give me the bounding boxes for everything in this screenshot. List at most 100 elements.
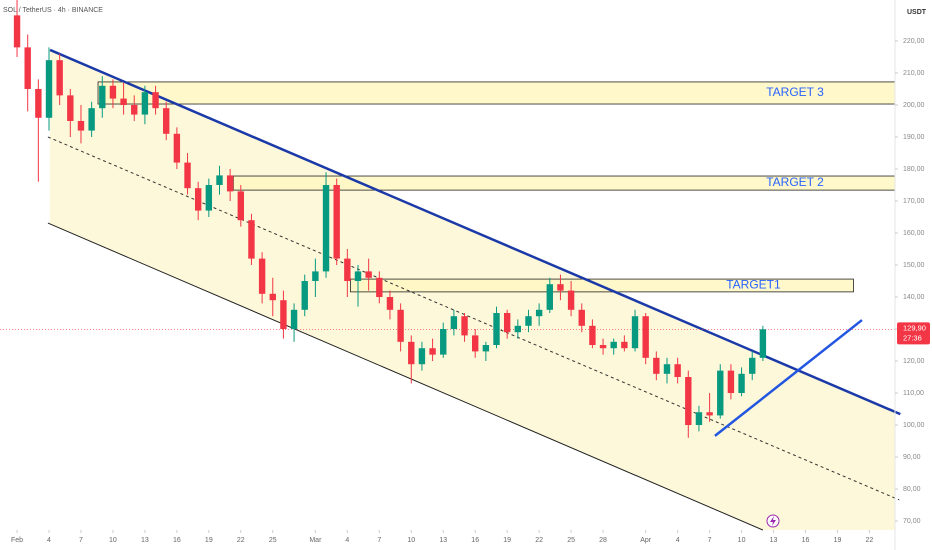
x-tick-label: 16 — [802, 537, 810, 544]
candle-body — [663, 364, 671, 374]
x-tick-label: 16 — [471, 537, 479, 544]
y-tick-label: 80,00 — [903, 486, 921, 493]
y-tick-label: 120,00 — [903, 358, 925, 365]
candle-body — [546, 284, 553, 310]
x-tick-label: 25 — [269, 537, 277, 544]
x-tick-label: Mar — [309, 537, 322, 544]
x-tick-label: 19 — [834, 537, 842, 544]
x-tick-label: 25 — [567, 537, 575, 544]
candle-body — [354, 271, 362, 282]
x-tick-label: 22 — [535, 537, 543, 544]
y-tick-label: 150,00 — [903, 262, 925, 269]
candle-body — [237, 191, 244, 221]
candle-body — [216, 175, 223, 185]
candle-body — [386, 297, 394, 310]
y-tick-label: 110,00 — [903, 390, 924, 397]
alert-icon — [766, 514, 780, 528]
y-tick-label: 170,00 — [903, 198, 925, 205]
last-price-label: 129,90 — [903, 323, 926, 332]
y-tick-label: 210,00 — [903, 70, 925, 77]
candle-body — [226, 175, 234, 192]
candle-body — [131, 104, 138, 115]
candle-body — [695, 412, 703, 426]
axis-unit: USDT — [907, 9, 927, 16]
candle-body — [163, 108, 170, 134]
candle-body — [472, 335, 479, 352]
chart-title: SOL / TetherUS · 4h · BINANCE — [3, 7, 103, 14]
candle-body — [514, 325, 522, 333]
candle-body — [99, 85, 106, 109]
candle-body — [610, 341, 617, 349]
candle-body — [269, 293, 276, 301]
candle-body — [376, 277, 383, 298]
candle-body — [56, 60, 63, 96]
candle-body — [535, 309, 543, 317]
candle-body — [578, 309, 585, 326]
y-tick-label: 220,00 — [903, 38, 925, 45]
x-tick-label: 28 — [599, 537, 607, 544]
candle-body — [312, 271, 319, 282]
candle-body — [759, 329, 767, 358]
candle-body — [344, 258, 351, 282]
x-tick-label: 7 — [708, 537, 712, 544]
trendline — [47, 222, 764, 531]
candle-body — [621, 341, 628, 349]
candle-body — [738, 373, 745, 394]
x-tick-label: 22 — [237, 537, 245, 544]
candle-body — [120, 98, 127, 105]
candle-body — [322, 184, 330, 272]
candle-body — [727, 370, 735, 394]
x-tick-label: 10 — [738, 537, 746, 544]
y-tick-label: 160,00 — [903, 230, 925, 237]
candle-body — [258, 258, 266, 294]
x-tick-label: 7 — [79, 537, 83, 544]
candle-body — [397, 309, 404, 342]
candle-body — [45, 60, 53, 118]
x-tick-label: 10 — [407, 537, 415, 544]
candle-body — [503, 313, 511, 333]
trendline — [49, 48, 901, 416]
candle-body — [674, 364, 681, 378]
x-tick-label: 22 — [866, 537, 874, 544]
candle-body — [717, 370, 724, 416]
candle-body — [642, 316, 649, 358]
candle-body — [482, 345, 490, 352]
x-tick-label: 19 — [205, 537, 213, 544]
candle-body — [461, 316, 468, 336]
last-price-tag — [897, 322, 930, 345]
y-tick-label: 100,00 — [903, 422, 925, 429]
y-tick-label: 200,00 — [903, 102, 925, 109]
x-tick-label: 16 — [173, 537, 181, 544]
candle-body — [706, 412, 713, 416]
y-tick-label: 90,00 — [903, 454, 921, 461]
candle-body — [429, 348, 436, 355]
y-tick-label: 140,00 — [903, 294, 925, 301]
trendline — [714, 319, 863, 437]
candle-body — [525, 316, 532, 326]
candle-body — [205, 184, 213, 211]
candle-body — [77, 120, 85, 131]
plot-area: TARGET 3 TARGET 2 TARGET1 — [0, 0, 901, 531]
candle-body — [589, 325, 596, 346]
x-tick-label: Feb — [11, 537, 23, 544]
x-tick-label: 4 — [676, 537, 680, 544]
candle-body — [749, 357, 756, 374]
target-label: TARGET 2 — [766, 175, 824, 189]
y-tick-label: 180,00 — [903, 166, 925, 173]
candle-body — [24, 47, 31, 89]
candle-body — [13, 15, 21, 48]
x-tick-label: 19 — [503, 537, 511, 544]
target-label: TARGET 3 — [766, 85, 824, 99]
candle-body — [88, 108, 95, 131]
candle-body — [493, 313, 500, 346]
candle-body — [557, 284, 564, 291]
x-tick-label: 4 — [345, 537, 349, 544]
x-tick-label: Apr — [640, 537, 652, 544]
candle-body — [290, 309, 298, 330]
candle-body — [631, 316, 639, 349]
candle-body — [440, 329, 447, 355]
candle-body — [109, 85, 117, 99]
candle-body — [35, 88, 42, 118]
